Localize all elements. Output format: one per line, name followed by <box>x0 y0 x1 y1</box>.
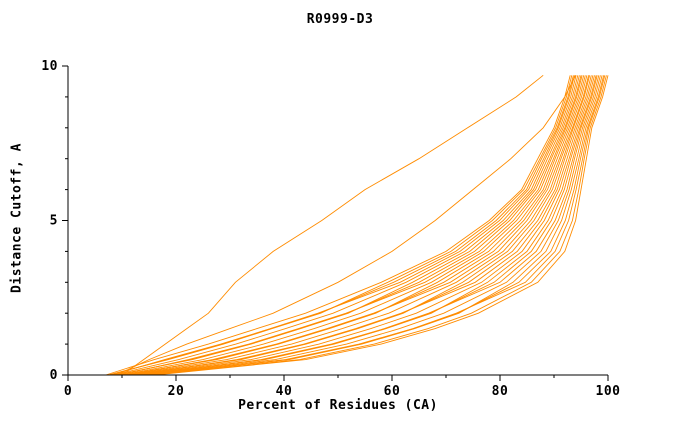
model-curve <box>119 75 582 376</box>
model-curve <box>105 75 571 376</box>
x-tick-label: 40 <box>276 384 293 399</box>
y-tick-label: 10 <box>41 59 58 74</box>
x-tick-label: 0 <box>64 384 72 399</box>
model-curve <box>111 75 575 376</box>
model-curve <box>134 75 594 376</box>
model-curve <box>127 75 588 376</box>
x-tick-label: 60 <box>384 384 401 399</box>
model-curve <box>109 75 574 376</box>
x-tick-label: 100 <box>596 384 621 399</box>
model-curve <box>107 75 573 376</box>
y-tick-label: 0 <box>50 368 58 383</box>
model-curve <box>150 75 606 376</box>
model-curve <box>152 75 607 376</box>
model-curve <box>144 75 601 376</box>
model-curve <box>148 75 605 376</box>
model-curve <box>116 75 577 376</box>
model-curve <box>121 75 583 376</box>
x-axis-label: Percent of Residues (CA) <box>238 398 438 413</box>
model-curve <box>140 75 598 376</box>
x-tick-label: 80 <box>492 384 509 399</box>
model-curve <box>128 75 590 376</box>
x-tick-label: 20 <box>168 384 185 399</box>
model-curve <box>121 74 544 376</box>
model-curve <box>142 75 600 376</box>
y-tick-label: 5 <box>50 214 58 229</box>
chart-title: R0999-D3 <box>306 12 374 27</box>
model-curve <box>113 75 577 376</box>
model-curve <box>131 75 591 376</box>
model-curve <box>137 75 595 376</box>
model-curve <box>117 75 580 376</box>
model-curve <box>154 75 609 376</box>
